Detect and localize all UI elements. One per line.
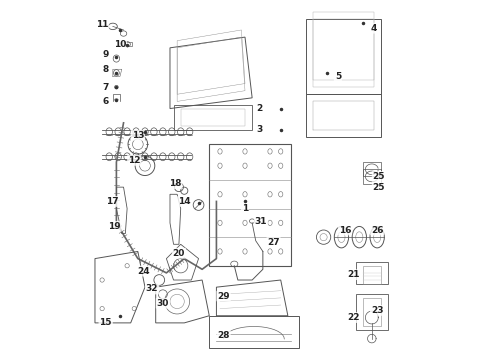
Text: 17: 17 bbox=[106, 197, 119, 206]
Text: 9: 9 bbox=[102, 50, 109, 59]
Text: 5: 5 bbox=[335, 72, 341, 81]
Text: 31: 31 bbox=[255, 217, 268, 226]
Text: 1: 1 bbox=[242, 204, 248, 213]
Text: 2: 2 bbox=[256, 104, 263, 113]
Text: 21: 21 bbox=[348, 270, 360, 279]
Text: 10: 10 bbox=[114, 40, 126, 49]
Text: 29: 29 bbox=[217, 292, 230, 301]
Text: 25: 25 bbox=[373, 183, 385, 192]
Text: 11: 11 bbox=[96, 20, 108, 29]
Text: 27: 27 bbox=[267, 238, 280, 247]
Text: 12: 12 bbox=[128, 156, 141, 165]
Text: 28: 28 bbox=[218, 331, 230, 340]
Text: 7: 7 bbox=[102, 83, 109, 92]
Text: 20: 20 bbox=[173, 249, 185, 258]
Text: 25: 25 bbox=[373, 172, 385, 181]
Text: 14: 14 bbox=[178, 197, 191, 206]
Text: 30: 30 bbox=[157, 299, 169, 308]
Text: 23: 23 bbox=[371, 306, 383, 315]
Text: 15: 15 bbox=[99, 318, 112, 327]
Text: 6: 6 bbox=[102, 97, 109, 106]
Text: 4: 4 bbox=[370, 24, 377, 33]
Text: 32: 32 bbox=[146, 284, 158, 293]
Text: 13: 13 bbox=[132, 131, 144, 140]
Text: 26: 26 bbox=[371, 225, 383, 234]
Text: 8: 8 bbox=[102, 65, 109, 74]
Text: 3: 3 bbox=[256, 126, 263, 135]
Text: 16: 16 bbox=[339, 225, 351, 234]
Text: 22: 22 bbox=[348, 313, 360, 322]
Bar bbox=[122, 42, 132, 46]
Text: 24: 24 bbox=[137, 267, 149, 276]
Text: 18: 18 bbox=[169, 179, 182, 188]
Text: 19: 19 bbox=[108, 222, 121, 231]
